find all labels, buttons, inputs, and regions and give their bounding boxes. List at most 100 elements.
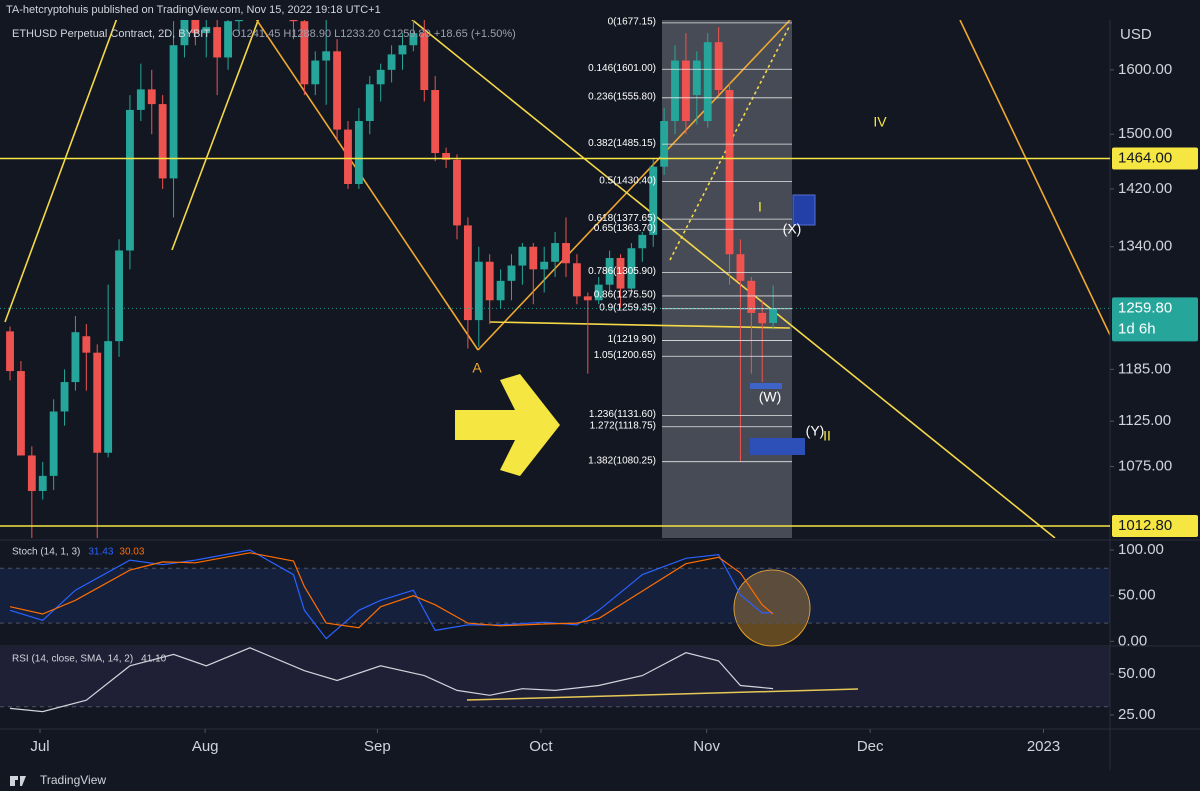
wave-label: IV (873, 114, 887, 130)
candle-body (49, 411, 58, 476)
candle-body (354, 121, 363, 185)
footer-logo (10, 776, 26, 786)
candle-body (409, 33, 418, 46)
candle-body (529, 246, 538, 270)
indicator-value: 30.03 (119, 547, 144, 558)
price-tag-label: 1012.80 (1118, 517, 1172, 534)
candle-body (387, 54, 396, 70)
candle-body (453, 159, 461, 226)
y-axis-label: USD (1120, 26, 1152, 43)
price-tag (1112, 515, 1198, 538)
candle-body (638, 234, 647, 249)
candle-body (93, 352, 102, 453)
x-tick-label: Nov (693, 738, 720, 755)
y-tick-label: 50.00 (1118, 665, 1156, 682)
target-box (750, 438, 805, 455)
fib-label: 1.05(1200.65) (594, 350, 656, 361)
candle-body (27, 455, 36, 491)
wave-label: II (823, 428, 831, 444)
fib-label: 1.382(1080.25) (588, 455, 656, 466)
rsi-trend-line (466, 688, 859, 701)
candle-body (126, 109, 134, 251)
candle-body (682, 60, 690, 122)
candle-body (169, 45, 178, 179)
candle-body (6, 331, 14, 372)
candle-body (485, 261, 494, 301)
publisher: TA-hetcryptohuis published on TradingVie… (6, 4, 381, 16)
symbol-title: ETHUSD Perpetual Contract, 2D, BYBIT (12, 28, 210, 40)
fib-label: 0(1677.15) (608, 17, 656, 28)
candle-body (463, 225, 472, 321)
y-tick-label: 25.00 (1118, 706, 1156, 723)
y-tick-label: 1185.00 (1118, 360, 1171, 377)
y-tick-label: 50.00 (1118, 587, 1156, 604)
wave-label: A (472, 360, 482, 376)
trend-line (411, 20, 1056, 538)
wave-label: (Y) (806, 423, 825, 439)
candle-body (82, 336, 91, 353)
candle-body (202, 27, 211, 34)
y-tick-label: 0.00 (1118, 632, 1147, 649)
band (0, 647, 1110, 707)
fib-label: 0.5(1430.40) (599, 175, 656, 186)
candle-body (518, 246, 527, 266)
candle-body (758, 312, 767, 324)
indicator-value: 41.10 (141, 654, 166, 665)
candle-body (540, 261, 549, 270)
candle-body (671, 60, 679, 122)
candle-body (649, 166, 658, 235)
candle-body (398, 45, 407, 55)
candle-body (616, 257, 625, 289)
candle-body (322, 51, 331, 61)
fib-label: 0.786(1305.90) (588, 266, 656, 277)
fib-label: 0.9(1259.35) (599, 302, 656, 313)
candle-body (474, 261, 483, 321)
price-tag (1112, 297, 1198, 342)
fib-label: 0.382(1485.15) (588, 138, 656, 149)
target-box (792, 194, 816, 226)
candle-body (572, 263, 581, 297)
wave-label: (X) (783, 221, 802, 237)
trend-line (4, 20, 118, 323)
price-tag-label: 1464.00 (1118, 149, 1172, 166)
price-tag-label: 1259.80 (1118, 299, 1172, 316)
trend-line (477, 20, 791, 351)
candle-body (365, 84, 374, 122)
trend-line (669, 24, 791, 261)
candle-body (71, 332, 80, 383)
x-tick-label: Aug (192, 738, 219, 755)
candle-body (136, 89, 145, 110)
y-tick-label: 1600.00 (1118, 61, 1172, 78)
candle-body (311, 60, 320, 85)
y-tick-label: 1075.00 (1118, 458, 1172, 475)
y-tick-label: 1500.00 (1118, 125, 1172, 142)
band (0, 568, 1110, 624)
candle-body (747, 280, 756, 313)
y-tick-label: 1125.00 (1118, 412, 1171, 429)
candle-body (507, 265, 516, 281)
fib-label: 1(1219.90) (608, 334, 656, 345)
candle-body (344, 129, 352, 185)
candle-body (551, 243, 560, 262)
indicator-line (9, 647, 774, 713)
candle-body (703, 42, 712, 122)
candle-body (289, 20, 298, 22)
candle-body (235, 20, 243, 22)
trend-line (255, 20, 479, 351)
indicator-title: RSI (14, close, SMA, 14, 2) (12, 654, 133, 665)
candle-body (442, 153, 451, 160)
fib-label: 0.618(1377.65) (588, 213, 656, 224)
fib-label: 0.65(1363.70) (594, 223, 656, 234)
candle-body (115, 250, 123, 342)
y-tick-label: 1340.00 (1118, 238, 1172, 255)
trend-line (959, 20, 1110, 336)
candle-body (583, 296, 592, 301)
y-tick-label: 1420.00 (1118, 180, 1172, 197)
drawings (4, 20, 1110, 538)
candle-body (38, 475, 47, 491)
candle-body (17, 371, 25, 456)
candle-body (562, 243, 570, 264)
candle-body (300, 21, 309, 85)
